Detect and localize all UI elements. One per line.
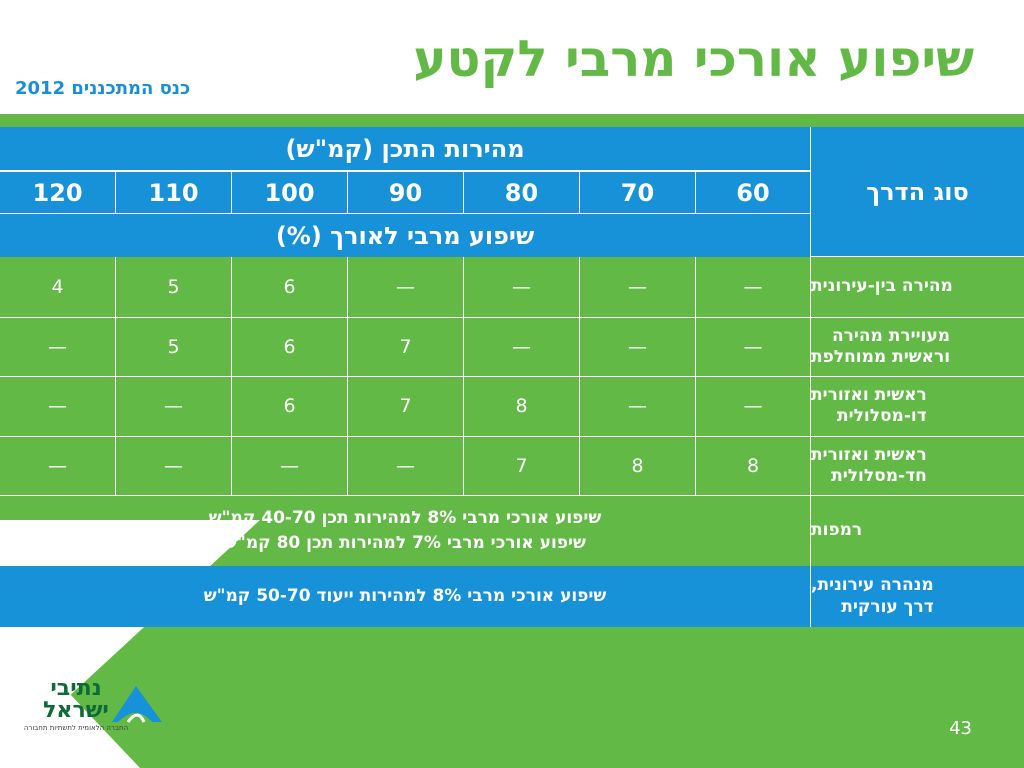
slope-value-cell: 5	[115, 257, 231, 317]
urban-label: מנהרה עירונית, דרך עורקית	[810, 566, 1024, 627]
ramps-note-line1: שיפוע אורכי מרבי 8% למהירות תכן 40-70 קמ…	[208, 508, 602, 529]
slope-value-cell: —	[0, 316, 115, 376]
slope-value-cell: —	[231, 435, 347, 495]
slope-value-cell: —	[579, 257, 695, 317]
logo-text: נתיבי ישראל	[43, 676, 109, 723]
slope-header: שיפוע מרבי לאורך (%)	[0, 213, 810, 257]
slope-value-cell: —	[347, 257, 463, 317]
speed-cell: 90	[347, 171, 463, 213]
slope-value-cell: 8	[579, 435, 695, 495]
slope-value-cell: —	[115, 376, 231, 436]
slope-value-cell: —	[463, 316, 579, 376]
slope-value-cell: 7	[347, 376, 463, 436]
speed-cell: 60	[695, 171, 810, 213]
speed-cell: 80	[463, 171, 579, 213]
company-logo: נתיבי ישראל החברה הלאומית לתשתיות תחבורה	[16, 678, 166, 738]
slope-value-cell: 5	[115, 316, 231, 376]
urban-note: שיפוע אורכי מרבי 8% למהירות ייעוד 50-70 …	[0, 566, 810, 627]
road-logo-icon	[112, 686, 162, 723]
slope-value-cell: —	[115, 435, 231, 495]
urban-note-text: שיפוע אורכי מרבי 8% למהירות ייעוד 50-70 …	[203, 586, 607, 607]
road-type-header: סוג הדרך	[810, 127, 1024, 257]
road-type-label: ראשית ואזורית דו-מסלולית	[810, 376, 1024, 436]
speed-cell: 70	[579, 171, 695, 213]
slope-value-cell: 6	[231, 257, 347, 317]
white-corner-shape-bottom	[0, 620, 140, 768]
slope-value-cell: —	[695, 376, 810, 436]
slope-value-cell: 8	[463, 376, 579, 436]
slope-value-cell: —	[347, 435, 463, 495]
slope-table: סוג הדרך מהירות התכן (קמ"ש) 120 110 100 90 8…	[0, 127, 1024, 627]
road-type-label: ראשית ואזורית חד-מסלולית	[810, 435, 1024, 495]
slope-value-cell: —	[463, 257, 579, 317]
slope-value-cell: —	[0, 435, 115, 495]
slide-title: שיפוע אורכי מרבי לקטע	[413, 30, 974, 88]
ramps-note-line2: שיפוע אורכי מרבי 7% למהירות תכן 80 קמ"ש	[224, 533, 586, 553]
slope-value-cell: —	[0, 376, 115, 436]
road-type-label: מהירה בין-עירונית	[810, 257, 1024, 317]
speed-cell: 110	[115, 171, 231, 213]
slide-subtitle: כנס המתכננים 2012	[15, 78, 191, 99]
slope-value-cell: —	[695, 257, 810, 317]
ramps-note: שיפוע אורכי מרבי 8% למהירות תכן 40-70 קמ…	[0, 495, 810, 566]
ramps-label: רמפות	[810, 495, 1024, 566]
road-type-label: מעויירת מהירה וראשית ממוחלפת	[810, 316, 1024, 376]
slope-value-cell: 4	[0, 257, 115, 317]
logo-tagline: החברה הלאומית לתשתיות תחבורה	[23, 724, 129, 732]
page-number: 43	[949, 718, 972, 739]
slope-value-cell: 7	[463, 435, 579, 495]
slope-value-cell: 8	[695, 435, 810, 495]
speed-header: מהירות התכן (קמ"ש)	[0, 127, 810, 171]
speed-cell: 120	[0, 171, 115, 213]
slope-value-cell: —	[579, 316, 695, 376]
slope-value-cell: —	[695, 316, 810, 376]
slope-value-cell: 6	[231, 376, 347, 436]
slope-value-cell: 6	[231, 316, 347, 376]
speed-cell: 100	[231, 171, 347, 213]
slope-value-cell: 7	[347, 316, 463, 376]
slope-value-cell: —	[579, 376, 695, 436]
